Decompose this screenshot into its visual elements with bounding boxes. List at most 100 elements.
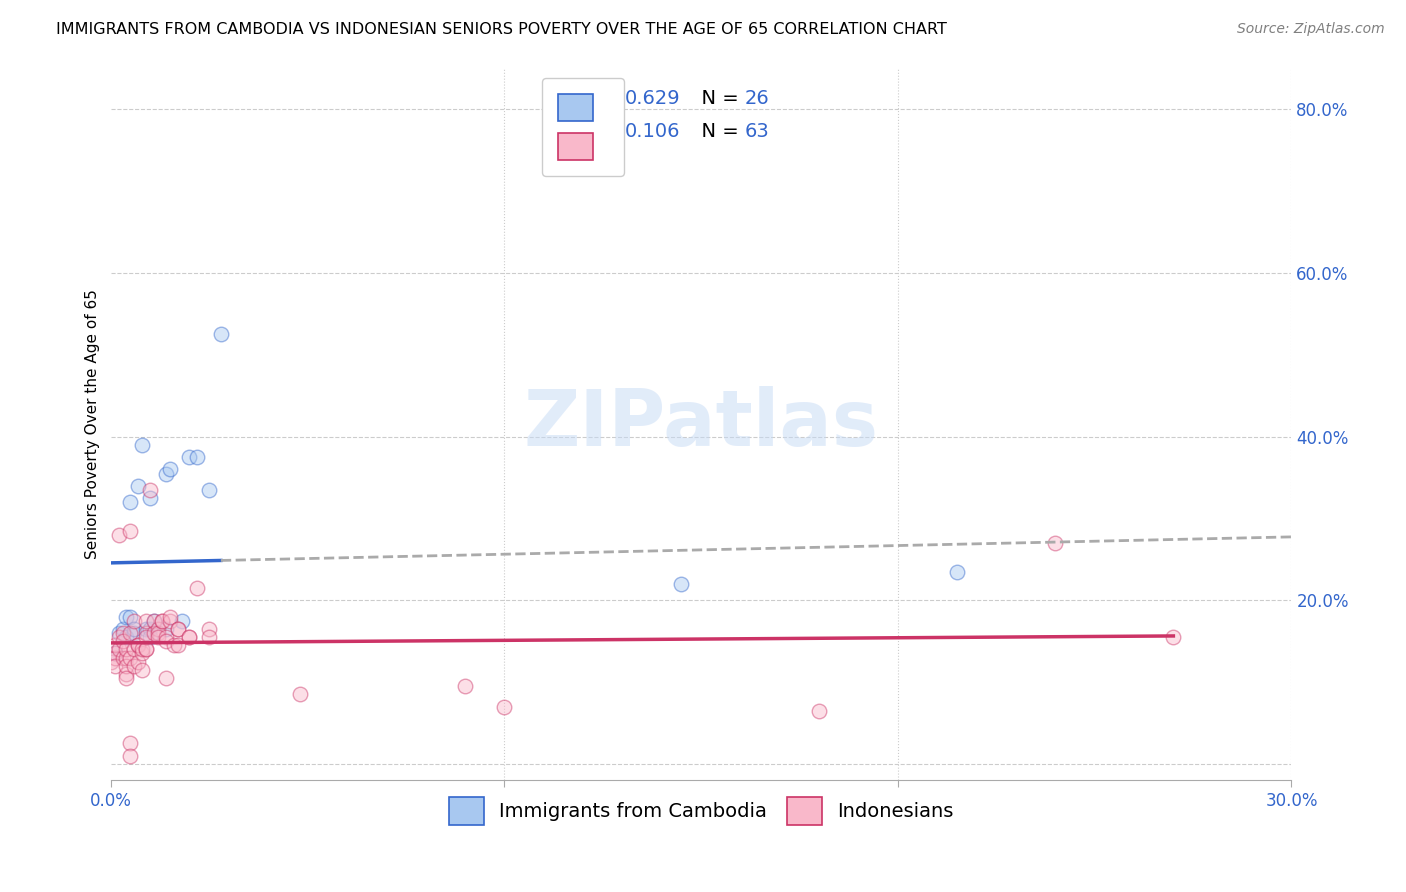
Point [155, 467, 177, 481]
Point [150, 614, 173, 628]
Point [115, 642, 138, 657]
Point [159, 462, 181, 476]
Text: IMMIGRANTS FROM CAMBODIA VS INDONESIAN SENIORS POVERTY OVER THE AGE OF 65 CORREL: IMMIGRANTS FROM CAMBODIA VS INDONESIAN S… [56, 22, 948, 37]
Point [143, 614, 166, 628]
Point [135, 614, 157, 628]
Point [139, 630, 162, 644]
Y-axis label: Seniors Poverty Over the Age of 65: Seniors Poverty Over the Age of 65 [86, 290, 100, 559]
Point [127, 638, 149, 652]
Point [104, 647, 127, 661]
Point [946, 565, 969, 579]
Point [146, 626, 169, 640]
Point [107, 626, 129, 640]
Point [131, 438, 153, 452]
Point [1163, 630, 1185, 644]
Point [198, 483, 221, 497]
Point [159, 609, 181, 624]
Point [111, 626, 134, 640]
Point [671, 577, 693, 591]
Text: ZIPatlas: ZIPatlas [523, 386, 879, 462]
Text: 63: 63 [745, 121, 769, 141]
Point [155, 671, 177, 685]
Text: N =: N = [689, 89, 745, 108]
Point [107, 528, 129, 542]
Point [155, 630, 177, 644]
Point [104, 650, 127, 665]
Text: 26: 26 [745, 89, 769, 108]
Point [127, 479, 149, 493]
Point [163, 638, 186, 652]
Text: 0.629: 0.629 [624, 89, 681, 108]
Point [198, 622, 221, 636]
Point [179, 630, 201, 644]
Point [115, 609, 138, 624]
Point [107, 630, 129, 644]
Point [186, 450, 208, 464]
Point [124, 622, 146, 636]
Point [131, 642, 153, 657]
Point [135, 626, 157, 640]
Point [107, 642, 129, 657]
Point [150, 614, 173, 628]
Point [146, 630, 169, 644]
Point [166, 622, 188, 636]
Point [115, 630, 138, 644]
Point [198, 630, 221, 644]
Point [170, 614, 193, 628]
Point [115, 650, 138, 665]
Point [120, 626, 142, 640]
Point [124, 626, 146, 640]
Point [288, 687, 311, 701]
Point [139, 491, 162, 505]
Point [131, 663, 153, 677]
Text: Source: ZipAtlas.com: Source: ZipAtlas.com [1237, 22, 1385, 37]
Point [139, 622, 162, 636]
Point [146, 622, 169, 636]
Point [139, 483, 162, 497]
Point [120, 737, 142, 751]
Point [143, 614, 166, 628]
Point [100, 655, 122, 669]
Text: N =: N = [689, 121, 745, 141]
Point [494, 699, 516, 714]
Text: 0.106: 0.106 [624, 121, 681, 141]
Point [104, 658, 127, 673]
Point [454, 679, 477, 693]
Point [179, 630, 201, 644]
Point [115, 658, 138, 673]
Text: R =: R = [583, 89, 626, 108]
Point [135, 642, 157, 657]
Legend: Immigrants from Cambodia, Indonesians: Immigrants from Cambodia, Indonesians [439, 788, 963, 835]
Point [127, 638, 149, 652]
Point [124, 642, 146, 657]
Point [124, 658, 146, 673]
Point [120, 495, 142, 509]
Point [115, 671, 138, 685]
Point [186, 581, 208, 595]
Point [1045, 536, 1067, 550]
Point [135, 630, 157, 644]
Point [120, 609, 142, 624]
Point [120, 650, 142, 665]
Point [166, 622, 188, 636]
Point [131, 647, 153, 661]
Text: R =: R = [583, 121, 626, 141]
Point [209, 327, 232, 342]
Point [104, 638, 127, 652]
Point [120, 748, 142, 763]
Point [127, 655, 149, 669]
Point [808, 704, 831, 718]
Point [159, 614, 181, 628]
Point [104, 647, 127, 661]
Point [120, 524, 142, 538]
Point [155, 634, 177, 648]
Point [143, 626, 166, 640]
Point [179, 450, 201, 464]
Point [111, 622, 134, 636]
Point [155, 622, 177, 636]
Point [124, 614, 146, 628]
Point [111, 650, 134, 665]
Point [135, 622, 157, 636]
Point [115, 667, 138, 681]
Point [166, 638, 188, 652]
